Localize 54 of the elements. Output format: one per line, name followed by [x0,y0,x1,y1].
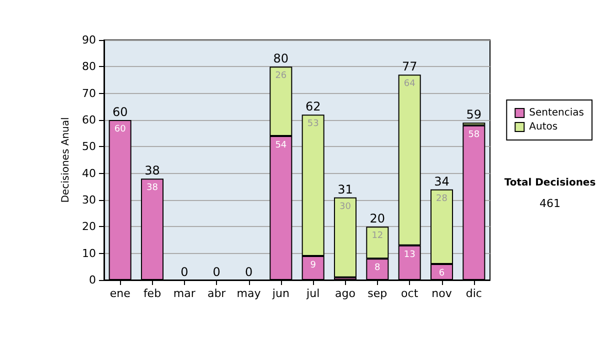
data-label: 38 [146,183,158,194]
x-tick-label: jul [306,287,320,300]
total-label: 62 [305,100,321,114]
x-tick-label: oct [401,287,419,300]
data-label: 12 [372,231,384,242]
data-label: 58 [468,130,480,140]
total-label: 77 [402,60,418,74]
data-label: 53 [307,119,319,130]
data-label: 30 [340,202,352,212]
data-label: 28 [436,194,448,204]
legend-label: Autos [529,122,558,132]
x-tick-label: ene [110,287,131,300]
text: 461 [540,197,560,210]
y-tick-label: 80 [82,60,96,74]
x-tick-label: sep [368,287,388,300]
data-label: 8 [374,263,381,274]
y-tick-label: 30 [82,194,96,206]
total-label: 59 [466,108,482,122]
data-label: 9 [310,260,316,270]
x-tick-label: feb [143,287,162,300]
data-label: 54 [275,140,287,150]
total-label: 0 [180,265,188,279]
data-label: 13 [404,250,416,260]
y-tick-label: 10 [82,246,96,260]
legend-label: Sentencias [529,108,584,118]
total-label: 38 [144,164,160,178]
total-label: 20 [370,212,386,226]
total-label: 34 [434,174,450,188]
data-label: 60 [114,124,126,134]
y-tick-label: 60 [82,114,96,126]
y-tick-label: 70 [82,86,96,100]
x-tick-label: may [236,287,262,300]
bar [334,197,357,278]
y-tick-label: 50 [82,140,96,154]
y-axis-title: Decisiones Anual [60,117,72,203]
x-tick-label: abr [207,287,226,300]
y-tick-label: 0 [89,274,96,286]
total-label: 0 [212,265,220,279]
y-tick-label: 40 [82,166,96,180]
data-label: 6 [438,268,445,278]
text: Total Decisiones [504,178,596,188]
total-label: 60 [112,105,128,119]
total-label: 0 [244,265,253,279]
x-tick-label: jun [271,287,290,300]
total-label: 31 [338,182,353,196]
data-label: 64 [404,79,416,90]
x-tick-label: mar [173,287,196,300]
x-tick-label: nov [432,287,452,300]
x-tick-label: dic [466,287,482,300]
data-label: 26 [275,71,287,82]
y-tick-label: 90 [82,34,96,46]
y-tick-label: 20 [82,220,96,234]
total-label: 80 [273,52,289,66]
x-tick-label: ago [335,287,356,300]
